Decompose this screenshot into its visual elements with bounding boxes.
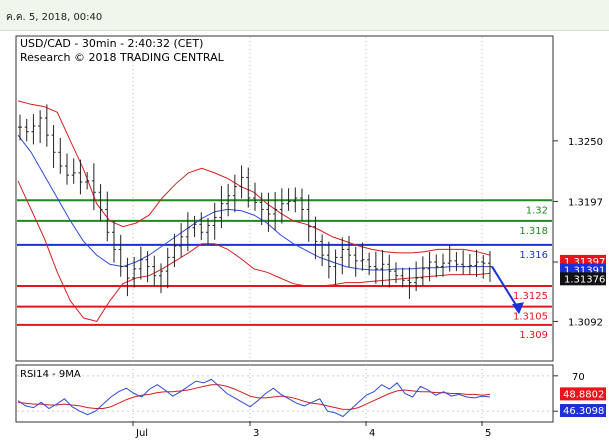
y-tick-label: 1.3250 xyxy=(568,137,603,148)
forecast-arrow-head xyxy=(512,302,524,315)
level-label-1.318: 1.318 xyxy=(519,226,548,237)
chart-title: USD/CAD - 30min - 2:40:32 (CET) xyxy=(20,37,203,50)
level-label-1.309: 1.309 xyxy=(519,330,548,341)
price-tag-red: 1.31397 xyxy=(564,257,605,268)
x-tick-label-3: 3 xyxy=(253,428,259,439)
rsi-line xyxy=(17,378,491,418)
rsi-value-tag-bg xyxy=(560,404,606,418)
rsi-value-tag: 46.3098 xyxy=(563,406,604,417)
bollinger-lower xyxy=(17,180,491,322)
y-tick-label: 1.3197 xyxy=(568,197,603,208)
level-label-1.316: 1.316 xyxy=(519,250,548,261)
date-bar: ค.ค. 5, 2018, 00:40 xyxy=(0,0,609,31)
price-tag-black: 1.31376 xyxy=(564,274,605,285)
level-label-1.32: 1.32 xyxy=(526,205,548,216)
rsi-ma-tag-bg xyxy=(560,387,606,401)
rsi-title: RSI14 - 9MA xyxy=(20,369,81,380)
date-label: ค.ค. 5, 2018, 00:40 xyxy=(6,12,103,23)
y-tick-label: 1.3092 xyxy=(568,317,603,328)
price-pane-frame xyxy=(15,35,554,362)
level-label-1.3105: 1.3105 xyxy=(513,312,548,323)
chart-copyright: Research © 2018 TRADING CENTRAL xyxy=(20,51,225,64)
forecast-arrow-line xyxy=(491,266,519,309)
rsi-tick-70: 70 xyxy=(572,372,585,383)
rsi-ma-tag: 48.8802 xyxy=(563,389,604,400)
rsi-ma-line xyxy=(17,384,491,410)
price-tag-blue: 1.31391 xyxy=(564,266,605,277)
x-tick-label-4: 4 xyxy=(369,428,375,439)
x-tick-label-5: 5 xyxy=(485,428,491,439)
level-label-1.3125: 1.3125 xyxy=(513,291,548,302)
x-tick-label-Jul: Jul xyxy=(135,428,148,439)
price-tag-bg-black xyxy=(560,272,606,286)
bollinger-upper xyxy=(17,100,491,256)
rsi-pane-frame xyxy=(15,364,554,423)
moving-average xyxy=(17,134,490,271)
